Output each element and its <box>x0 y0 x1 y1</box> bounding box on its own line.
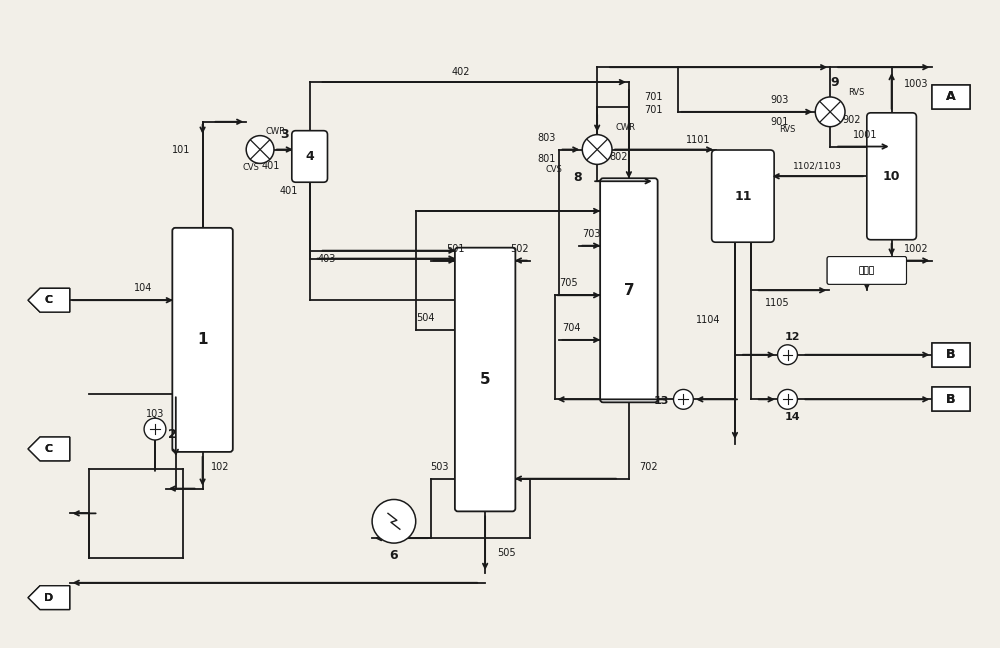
Circle shape <box>778 345 797 365</box>
Text: 2: 2 <box>168 428 177 441</box>
Text: 1: 1 <box>197 332 208 347</box>
Text: 1105: 1105 <box>765 298 789 308</box>
Polygon shape <box>28 288 70 312</box>
Text: D: D <box>44 593 54 603</box>
Text: 脱盐水: 脱盐水 <box>859 266 875 275</box>
Text: A: A <box>946 91 956 104</box>
Bar <box>932 85 970 109</box>
Circle shape <box>815 97 845 127</box>
FancyBboxPatch shape <box>292 131 327 182</box>
Text: 1002: 1002 <box>904 244 928 253</box>
Text: 14: 14 <box>785 412 800 422</box>
Text: 11: 11 <box>734 190 752 203</box>
Text: C: C <box>45 295 53 305</box>
FancyBboxPatch shape <box>827 257 906 284</box>
Text: 502: 502 <box>511 244 529 253</box>
FancyBboxPatch shape <box>455 248 515 511</box>
Text: 3: 3 <box>281 128 289 141</box>
Text: 1104: 1104 <box>696 315 720 325</box>
Text: A: A <box>946 91 956 104</box>
Text: 901: 901 <box>770 117 789 127</box>
Polygon shape <box>28 586 70 610</box>
Circle shape <box>673 389 693 410</box>
Text: 403: 403 <box>318 253 336 264</box>
Text: RVS: RVS <box>848 87 864 97</box>
Circle shape <box>582 135 612 165</box>
Text: 701: 701 <box>644 92 662 102</box>
Text: 704: 704 <box>562 323 581 333</box>
Text: 10: 10 <box>883 170 900 183</box>
Bar <box>932 388 970 411</box>
Circle shape <box>144 418 166 440</box>
Text: 903: 903 <box>770 95 789 105</box>
Circle shape <box>372 500 416 543</box>
Text: 7: 7 <box>624 283 634 298</box>
FancyBboxPatch shape <box>867 113 916 240</box>
FancyBboxPatch shape <box>712 150 774 242</box>
Text: 802: 802 <box>609 152 628 163</box>
Text: 503: 503 <box>431 462 449 472</box>
Text: 701: 701 <box>644 105 662 115</box>
Text: 13: 13 <box>654 397 669 406</box>
Text: B: B <box>946 348 956 361</box>
Text: 1101: 1101 <box>686 135 711 145</box>
Text: C: C <box>45 444 53 454</box>
Circle shape <box>246 135 274 163</box>
Text: 104: 104 <box>134 283 152 294</box>
Text: CWR: CWR <box>615 123 635 132</box>
Text: 1001: 1001 <box>853 130 877 139</box>
FancyBboxPatch shape <box>172 228 233 452</box>
Bar <box>932 85 970 109</box>
Bar <box>932 388 970 411</box>
Bar <box>932 343 970 367</box>
Text: 6: 6 <box>390 550 398 562</box>
Text: C: C <box>45 295 53 305</box>
Polygon shape <box>28 437 70 461</box>
Polygon shape <box>28 437 70 461</box>
FancyBboxPatch shape <box>827 257 906 284</box>
Text: B: B <box>946 393 956 406</box>
Text: CVS: CVS <box>242 163 259 172</box>
Text: 102: 102 <box>211 462 229 472</box>
Bar <box>932 343 970 367</box>
Text: 401: 401 <box>262 161 280 171</box>
Polygon shape <box>28 586 70 610</box>
Text: 1102/1103: 1102/1103 <box>793 162 842 171</box>
Text: 101: 101 <box>172 145 191 154</box>
Text: 501: 501 <box>446 244 465 253</box>
Text: B: B <box>946 393 956 406</box>
Text: 504: 504 <box>416 313 434 323</box>
Text: 702: 702 <box>639 462 657 472</box>
Text: B: B <box>946 348 956 361</box>
Text: 12: 12 <box>785 332 800 342</box>
Text: 401: 401 <box>279 186 298 196</box>
Text: 5: 5 <box>480 372 490 387</box>
Circle shape <box>778 389 797 410</box>
FancyBboxPatch shape <box>600 178 658 402</box>
Text: D: D <box>44 593 54 603</box>
Polygon shape <box>28 288 70 312</box>
Text: 1003: 1003 <box>904 79 928 89</box>
Text: 803: 803 <box>537 133 556 143</box>
Text: 902: 902 <box>842 115 861 125</box>
Text: C: C <box>45 444 53 454</box>
Text: CVS: CVS <box>546 165 562 174</box>
Text: CWR: CWR <box>265 127 285 136</box>
Text: 9: 9 <box>831 76 839 89</box>
Text: 8: 8 <box>573 171 582 184</box>
Text: 402: 402 <box>451 67 470 77</box>
Text: 脱盐水: 脱盐水 <box>859 266 875 275</box>
Text: 703: 703 <box>582 229 601 238</box>
Text: RVS: RVS <box>779 125 795 134</box>
Text: 705: 705 <box>559 279 578 288</box>
Text: 801: 801 <box>537 154 556 165</box>
Text: 4: 4 <box>305 150 314 163</box>
Text: 505: 505 <box>497 548 516 558</box>
Text: 103: 103 <box>146 410 164 419</box>
